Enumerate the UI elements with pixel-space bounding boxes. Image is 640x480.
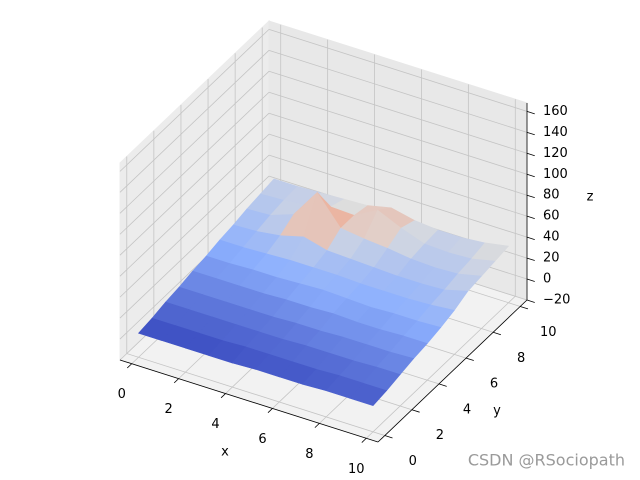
y-axis-label: y [493,404,501,419]
x-axis-line [119,359,379,443]
grid-line [268,49,528,133]
grid-line [268,133,528,217]
z-tick-label: 60 [543,209,560,224]
grid-line [119,71,270,214]
z-tick-label: 120 [543,146,568,161]
y-tick [493,331,501,336]
x-tick-label: 10 [348,462,365,477]
z-tick [526,215,535,220]
x-tick-label: 4 [211,417,219,432]
x-tick-label: 2 [164,402,172,417]
y-tick [411,409,420,413]
grid-line [119,112,270,256]
z-tick [526,194,535,199]
grid-line [268,154,528,238]
z-tick [526,131,535,136]
surface [137,178,510,406]
z-tick [526,152,535,157]
z-tick [526,111,535,115]
y-tick [465,357,474,361]
z-tick-label: 80 [543,188,560,203]
y-tick [384,435,393,439]
x-tick-label: 8 [305,447,313,462]
grid-line [119,91,270,235]
x-tick [267,408,273,414]
surface-patch [349,382,388,406]
z-tick-label: 140 [543,125,568,140]
x-axis-label: x [221,445,229,460]
z-tick-label: 160 [543,104,568,119]
z-tick [526,278,535,282]
z-tick [526,257,535,261]
y-tick-label: 10 [540,325,557,340]
grid-line [119,175,270,319]
y-tick-label: 0 [409,454,417,469]
grid-line [268,112,528,196]
z-tick-label: 40 [543,230,560,245]
y-tick-label: 6 [490,377,498,392]
x-tick [220,393,226,399]
y-tick [520,306,529,310]
z-tick-label: 0 [543,272,551,287]
grid-line [119,154,270,298]
z-tick-label: 100 [543,167,568,182]
grid-line [126,353,385,436]
z-tick [526,236,535,240]
x-tick [361,437,367,443]
x-tick-label: 0 [118,387,126,402]
y-axis-line [377,299,528,443]
grid-line [268,29,528,112]
z-axis-label: z [587,190,594,205]
y-tick-label: 8 [517,351,525,366]
watermark: CSDN @RSociopath [468,451,625,470]
y-tick-label: 4 [463,402,471,417]
z-tick-label: 20 [543,251,560,266]
z-tick [526,173,535,178]
x-tick-label: 6 [258,432,266,447]
grid-line [119,50,270,193]
grid-line [268,70,528,154]
y-tick-label: 2 [436,428,444,443]
x-tick [173,378,179,384]
y-tick [438,383,447,387]
grid-line [119,29,270,172]
z-tick [526,299,535,303]
z-tick-label: −20 [543,293,570,308]
x-tick [314,423,320,428]
x-tick [126,363,133,369]
grid-line [365,295,516,439]
grid-line [119,133,270,277]
grid-line [268,91,528,175]
